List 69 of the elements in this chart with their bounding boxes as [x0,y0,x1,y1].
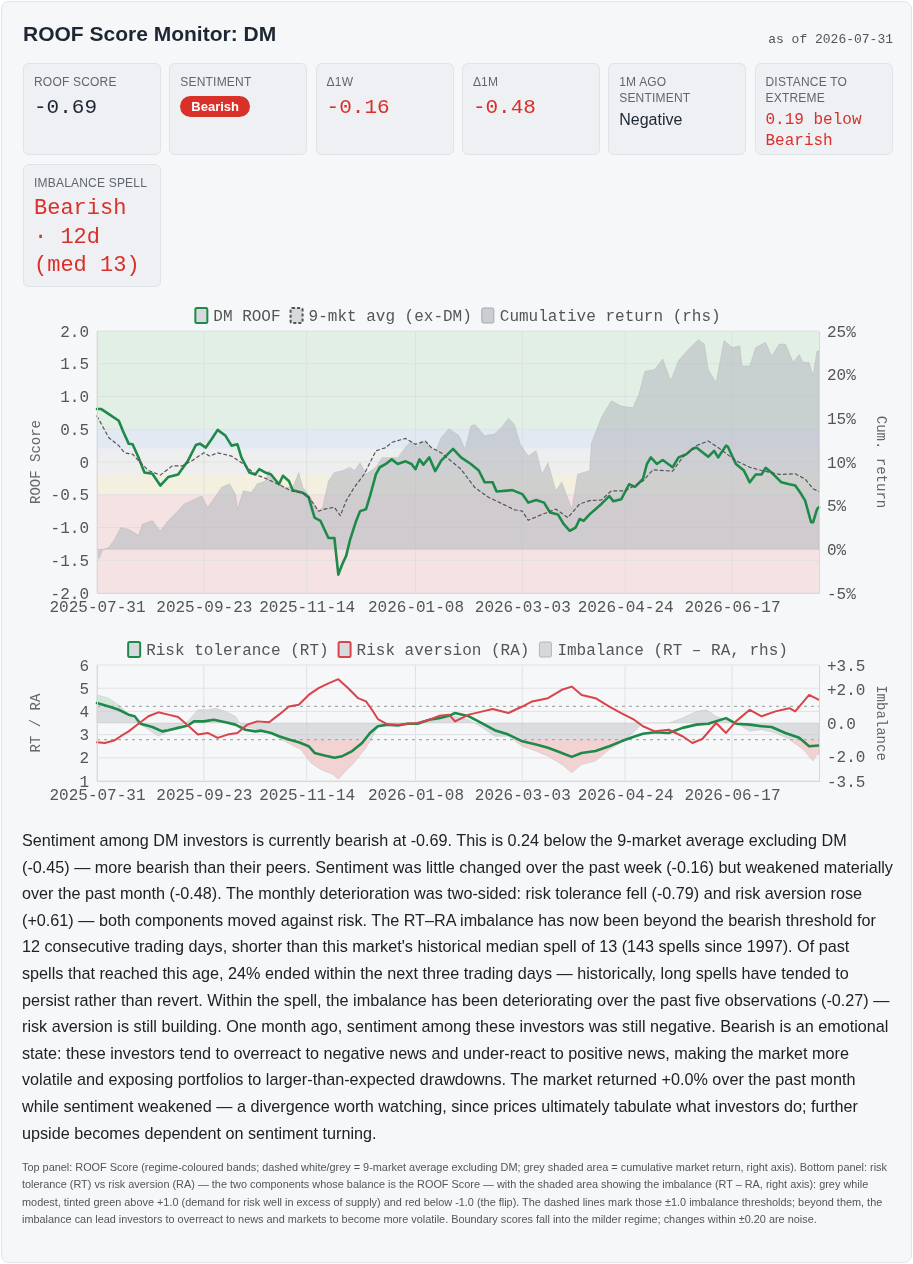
y2-tick-label: -3.5 [827,773,866,792]
text: Top panel: ROOF Score (regime-coloured bands; dashed white/grey = 9-market average excluding DM; grey shaded area = cumulative market return, right axis). Bottom panel: risk tolerance (RT) vs risk aversion (RA) — the two components whose balance is the ROOF Score — with the shaded area showing the imbalance (RT – RA, right axis): grey while modest, tinted green above +1.0 (demand for risk well in excess of supply) and red below -1.0 (the flip). The dashed lines mark those ±1.0 imbalance thresholds; beyond them, the imbalance can lead investors to overreact to news and markets to become more volatile. Boundary scores fall into the milder regime; changes within ±0.20 are noise. [22,1160,888,1228]
y-tick-label: -1.0 [50,520,89,539]
y-tick-label: 0.5 [60,421,89,440]
y2-tick-label: 0.0 [827,715,856,734]
y2-tick-label: -2.0 [827,748,866,767]
text: Bearish [180,96,250,117]
y-tick-label: 2 [79,750,89,769]
x-tick-label: 2026-01-08 [367,599,464,618]
y-tick-label: 3 [79,727,89,746]
text: Bearish · 12d (med 13) [34,195,141,281]
legend-label: DM ROOF [213,308,281,326]
text: as of 2026-07-31 [768,32,893,47]
y-tick-label: 6 [79,657,89,676]
legend-label: Risk tolerance (RT) [146,642,329,660]
x-tick-label: 2026-03-03 [474,599,571,618]
y-tick-label: 0 [79,454,89,473]
text: DISTANCE TO EXTREME [765,74,849,106]
y2-tick-label: 0% [827,541,847,560]
y2-tick-label: 25% [827,323,857,342]
y-tick-label: 1.5 [60,356,89,375]
legend-label: Imbalance (RT – RA, rhs) [557,642,788,660]
text: Δ1W [326,74,355,90]
y2-axis-title: Cum. return [873,415,889,509]
text: -0.69 [34,95,98,121]
y2-tick-label: 5% [827,498,847,517]
y2-tick-label: +3.5 [827,657,866,676]
text: ROOF Score Monitor: DM [23,22,277,46]
y2-tick-label: +2.0 [827,682,866,701]
legend-label: Cumulative return (rhs) [499,308,721,326]
x-tick-label: 2025-09-23 [156,599,253,618]
text: 1M AGO SENTIMENT [619,74,692,106]
text: -0.16 [326,95,391,121]
y-tick-label: -0.5 [50,487,89,506]
y-tick-label: 1.0 [60,389,89,408]
text: 0.19 below Bearish [765,110,863,152]
x-tick-label: 2026-04-24 [577,599,674,618]
text: Sentiment among DM investors is currently bearish at -0.69. This is 0.24 below the 9-market average excluding DM (-0.45) — more bearish than their peers. Sentiment was little changed over the past week (-0.16) but weakened materially over the past month (-0.48). The monthly deterioration was two-sided: risk tolerance fell (-0.79) and risk aversion rose (+0.61) — both components moved against risk. The RT–RA imbalance has now been beyond the bearish threshold for 12 consecutive trading days, shorter than this market's historical median spell of 13 (143 spells since 1997). Of past spells that reached this age, 24% ended within the next three trading days — historically, long spells have tended to persist rather than revert. Within the spell, the imbalance has been deteriorating over the past five observations (-0.27) — risk aversion is still building. One month ago, sentiment among these investors was still negative. Bearish is an emotional state: these investors tend to overreact to negative news and under-react to positive news, making the market more volatile and exposing portfolios to larger-than-expected drawdowns. The market returned +0.0% over the past month while sentiment weakened — a divergence worth watching, since prices ultimately tabulate what investors do; further upside becomes dependent on sentiment turning. [22,831,893,1142]
legend-label: 9-mkt avg (ex-DM) [308,308,472,326]
x-tick-label: 2026-03-03 [474,787,571,806]
y-tick-label: 4 [79,704,89,723]
y-tick-label: 5 [79,680,89,699]
text: Negative [619,110,684,130]
legend-label: Risk aversion (RA) [356,642,530,660]
y2-axis-title: Imbalance [873,685,889,761]
line-series [96,415,820,521]
text: IMBALANCE SPELL [34,175,149,191]
y-tick-label: -1.5 [50,552,89,571]
text: -0.48 [472,95,537,121]
y2-tick-label: -5% [827,585,857,604]
x-tick-label: 2026-06-17 [684,787,781,806]
x-tick-label: 2026-06-17 [684,599,781,618]
line-series [95,701,821,760]
x-tick-label: 2025-11-14 [259,599,356,618]
x-tick-label: 2025-11-14 [259,787,356,806]
text: SENTIMENT [180,74,253,90]
line-series [96,678,820,744]
text: ROOF SCORE [34,74,118,90]
x-tick-label: 2026-01-08 [367,787,464,806]
y2-tick-label: 15% [827,410,857,429]
y2-tick-label: 20% [827,367,857,386]
y-axis-title: ROOF Score [28,419,44,505]
x-tick-label: 2025-09-23 [156,787,253,806]
y-axis-title: RT / RA [28,693,44,753]
text: Δ1M [472,74,500,90]
y-tick-label: 2.0 [60,323,89,342]
line-series [95,407,821,576]
y2-tick-label: 10% [827,454,857,473]
x-tick-label: 2026-04-24 [577,787,674,806]
